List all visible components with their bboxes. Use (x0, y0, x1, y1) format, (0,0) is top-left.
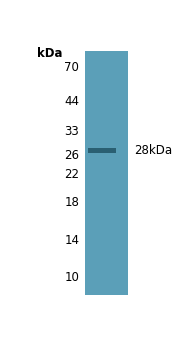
Text: 10: 10 (64, 271, 79, 284)
Text: 33: 33 (64, 125, 79, 138)
Text: 14: 14 (64, 234, 79, 247)
Text: 70: 70 (64, 61, 79, 74)
Text: 18: 18 (64, 196, 79, 209)
Bar (88, 148, 116, 153)
Bar (85, 51, 128, 295)
Text: 22: 22 (64, 168, 79, 181)
Text: kDa: kDa (37, 47, 62, 60)
Text: 26: 26 (64, 149, 79, 162)
Text: 44: 44 (64, 95, 79, 108)
Text: 28kDa: 28kDa (134, 144, 172, 157)
